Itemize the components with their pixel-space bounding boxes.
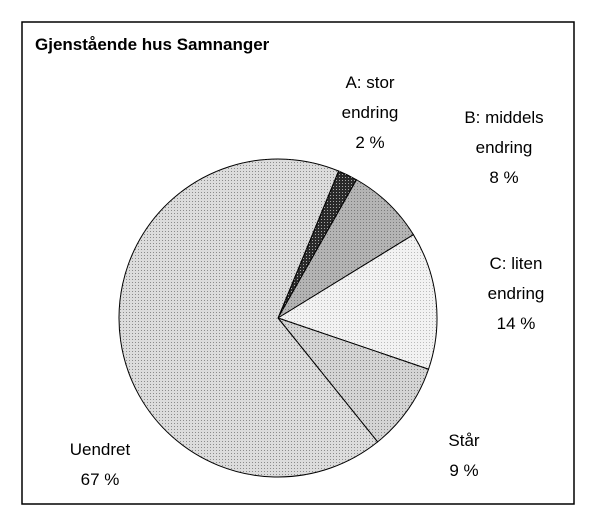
slice-texture	[278, 179, 414, 318]
slice-texture	[278, 234, 437, 370]
slice-category: Uendret	[69, 440, 131, 459]
slice-value: 8 %	[489, 168, 519, 187]
slice-category: C: liten endring	[487, 254, 545, 303]
slice-label: B: middels endring 8 %	[454, 103, 554, 193]
slice-texture	[278, 318, 429, 442]
slice-category: B: middels endring	[464, 108, 544, 157]
slices	[118, 158, 438, 478]
slice-value: 14 %	[496, 314, 536, 333]
slice-value: 2 %	[355, 133, 385, 152]
slice-label: Uendret 67 %	[55, 435, 145, 495]
chart-title: Gjenstående hus Samnanger	[35, 35, 270, 54]
slice-value: 67 %	[80, 470, 120, 489]
slice-texture	[278, 170, 357, 318]
slice-texture	[119, 158, 378, 477]
slice-label: C: liten endring 14 %	[476, 249, 556, 339]
slice-value: 9 %	[449, 461, 479, 480]
slice-category: Står	[448, 431, 480, 450]
slice-label: Står 9 %	[434, 426, 494, 486]
slice-category: A: stor endring	[341, 73, 399, 122]
slice-label: A: stor endring 2 %	[330, 68, 410, 158]
